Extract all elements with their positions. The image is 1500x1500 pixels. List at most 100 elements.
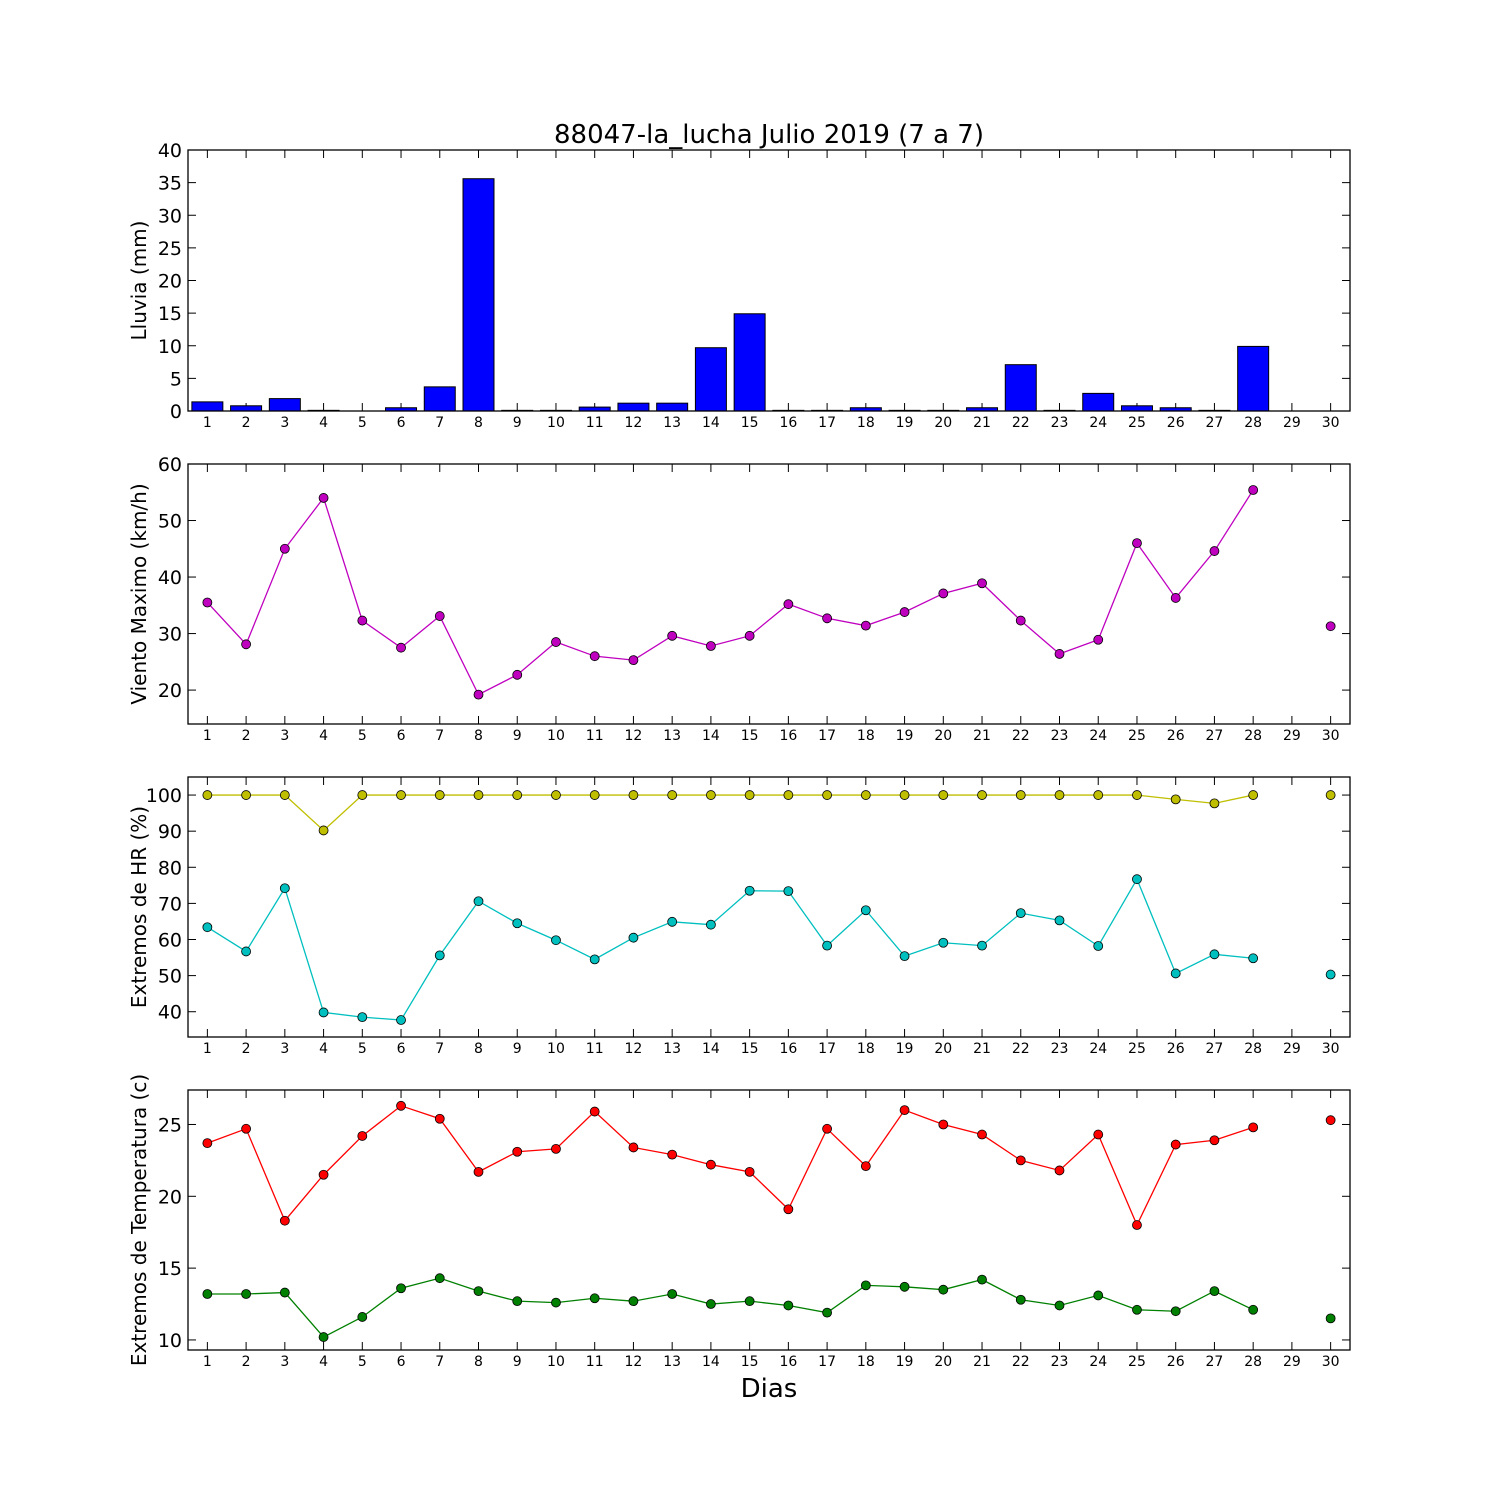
x-tick-label: 21 [973,1354,991,1370]
data-point [512,669,523,680]
x-tick-label: 10 [547,1354,565,1370]
data-point [1248,953,1259,964]
series-line [207,877,1254,1021]
data-point [822,613,832,624]
x-tick-label: 15 [741,1354,759,1370]
data-point [938,937,949,948]
data-point [357,615,368,626]
x-tick-label: 26 [1167,1354,1185,1370]
data-point [357,1012,368,1023]
data-point [1054,649,1065,659]
data-point [783,790,794,800]
x-tick-label: 1 [203,1354,212,1370]
data-point [318,1007,329,1018]
data-point [279,1287,290,1298]
data-point [899,951,910,962]
data-point [551,1297,561,1308]
y-tick-label: 25 [158,238,182,260]
data-point [473,896,484,907]
data-point [1209,949,1220,960]
data-point [899,790,910,800]
y-tick-label: 15 [158,1258,182,1280]
data-point [241,1123,252,1134]
data-point [628,655,639,666]
data-point [822,1123,832,1134]
data-point [1325,790,1336,800]
series-line [207,1105,1254,1227]
bar [268,398,301,412]
data-point [589,954,600,965]
x-tick-label: 13 [663,415,681,431]
x-tick-label: 28 [1244,415,1262,431]
data-point [667,916,678,927]
data-point [1132,790,1142,800]
x-tick-label: 23 [1051,728,1069,744]
y-tick-label: 20 [158,271,182,293]
y-axis-label: Viento Maximo (km/h) [127,483,151,704]
x-tick-label: 30 [1322,415,1340,431]
x-tick-label: 29 [1283,1354,1301,1370]
data-point [1209,546,1220,556]
x-tick-label: 6 [397,1041,406,1057]
x-tick-label: 25 [1128,1041,1146,1057]
x-tick-label: 24 [1089,1041,1107,1057]
x-tick-label: 16 [779,728,797,744]
y-axis-label: Extremos de HR (%) [127,806,151,1008]
data-point [1325,1115,1336,1126]
data-point [1015,615,1026,626]
data-point [706,1299,716,1309]
data-point [706,1159,716,1170]
y-tick-label: 25 [158,1114,182,1136]
x-tick-label: 6 [397,1354,406,1370]
bar [656,402,689,412]
data-point [589,1293,600,1304]
data-point [551,637,561,647]
data-point [1015,1155,1026,1166]
data-point [473,689,484,700]
bar [462,178,495,412]
x-tick-label: 13 [663,1354,681,1370]
x-tick-label: 16 [779,415,797,431]
data-point [1093,1290,1104,1301]
x-tick-label: 26 [1167,728,1185,744]
y-tick-label: 40 [158,140,182,162]
data-point [783,1204,794,1215]
x-tick-label: 5 [358,1354,367,1370]
data-point [860,1161,871,1172]
data-point [1170,794,1181,805]
x-tick-label: 25 [1128,1354,1146,1370]
x-tick-label: 10 [547,415,565,431]
bar [1120,405,1153,412]
y-tick-label: 100 [146,785,182,807]
data-point [1170,1306,1181,1317]
x-tick-label: 29 [1283,728,1301,744]
x-tick-label: 2 [242,1354,251,1370]
x-tick-label: 7 [435,728,444,744]
data-point [396,1283,406,1294]
data-point [706,641,716,651]
data-point [667,630,678,641]
data-point [202,790,213,800]
chart-title: 88047-la_lucha Julio 2019 (7 a 7) [554,120,984,150]
data-point [1325,969,1336,980]
y-tick-label: 10 [158,1330,182,1352]
data-point [783,886,794,897]
data-point [1093,634,1104,645]
bar [423,386,456,412]
x-tick-label: 1 [203,415,212,431]
x-tick-label: 14 [702,1041,720,1057]
data-point [202,1138,213,1149]
x-tick-label: 15 [741,415,759,431]
x-tick-label: 25 [1128,415,1146,431]
series-line [207,794,1254,832]
data-point [1325,621,1336,632]
data-point [1015,908,1026,919]
data-point [1209,1135,1220,1146]
data-point [396,790,406,800]
bar [191,401,224,412]
data-point [434,1113,445,1124]
y-tick-label: 5 [170,368,182,390]
data-point [860,790,871,800]
